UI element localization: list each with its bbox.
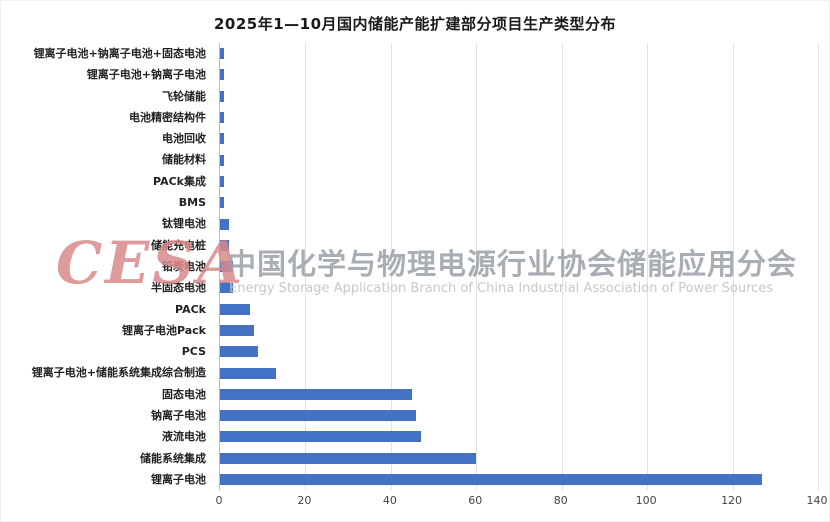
bar-row [220, 341, 818, 362]
bar [220, 452, 477, 464]
plot-area [219, 43, 819, 490]
bar [220, 410, 417, 422]
bar-row [220, 235, 818, 256]
gridline [647, 43, 649, 490]
category-labels: 锂离子电池+钠离子电池+固态电池锂离子电池+钠离子电池飞轮储能电池精密结构件电池… [1, 43, 213, 490]
gridline [305, 43, 307, 490]
bar-row [220, 320, 818, 341]
category-label: 储能系统集成 [140, 451, 206, 465]
bar-row [220, 128, 818, 149]
gridline [732, 43, 734, 490]
bar [220, 303, 250, 315]
bar [220, 218, 229, 230]
bar [220, 367, 276, 379]
bar-row [220, 362, 818, 383]
category-label: 半固态电池 [151, 281, 206, 295]
x-axis: 0 20 40 60 80 100 120 140 [215, 494, 828, 510]
category-label: 钠离子电池 [151, 409, 206, 423]
category-label: PCS [181, 345, 206, 359]
category-label: 锂离子电池 [151, 472, 206, 486]
category-label: 锂离子电池+钠离子电池 [86, 68, 206, 82]
bar [220, 346, 259, 358]
x-tick-label: 0 [215, 494, 223, 507]
bar [220, 197, 225, 209]
bar-row [220, 192, 818, 213]
category-label: 储能充电桩 [151, 238, 206, 252]
bar-row [220, 43, 818, 64]
bar [220, 112, 225, 124]
category-label: 飞轮储能 [162, 89, 206, 103]
bar [220, 69, 225, 81]
bar-row [220, 426, 818, 447]
bar-row [220, 107, 818, 128]
x-tick-label: 120 [721, 494, 743, 507]
x-tick-label: 60 [468, 494, 483, 507]
bar-row [220, 149, 818, 170]
bar-row [220, 448, 818, 469]
category-label: 铅炭电池 [162, 259, 206, 273]
bar-row [220, 469, 818, 490]
bar [220, 474, 763, 486]
bar [220, 90, 225, 102]
bar [220, 261, 233, 273]
bar-row [220, 64, 818, 85]
category-label: BMS [178, 196, 206, 210]
category-label: 钛锂电池 [162, 217, 206, 231]
category-label: 储能材料 [162, 153, 206, 167]
bar-row [220, 384, 818, 405]
bar [220, 325, 255, 336]
x-tick-label: 100 [635, 494, 657, 507]
category-label: PACk集成 [153, 174, 206, 188]
bar [220, 388, 413, 400]
category-label: 电池回收 [162, 132, 206, 146]
category-label: 电池精密结构件 [129, 110, 206, 124]
category-label: 液流电池 [162, 430, 206, 444]
bar [220, 133, 225, 145]
chart-title: 2025年1—10月国内储能产能扩建部分项目生产类型分布 [213, 15, 617, 33]
bar-row [220, 277, 818, 298]
bar [220, 48, 225, 60]
bar-row [220, 213, 818, 234]
x-tick-label: 140 [806, 494, 828, 507]
bar-row [220, 256, 818, 277]
bar-row [220, 405, 818, 426]
category-label: 锂离子电池+钠离子电池+固态电池 [33, 47, 206, 60]
bar-row [220, 86, 818, 107]
category-label: 固态电池 [162, 387, 206, 401]
plot-rows [220, 43, 818, 490]
bar [220, 282, 233, 294]
bar [220, 431, 421, 443]
gridline [561, 43, 563, 490]
bar-row [220, 171, 818, 192]
category-label: PACk [175, 302, 206, 316]
gridline [390, 43, 392, 490]
x-tick-label: 80 [553, 494, 568, 507]
bar [220, 154, 225, 166]
x-tick-label: 20 [297, 494, 312, 507]
bar [220, 239, 229, 251]
bar [220, 175, 225, 187]
x-tick-label: 40 [382, 494, 397, 507]
gridline [476, 43, 478, 490]
gridline [818, 43, 819, 490]
bar-row [220, 299, 818, 320]
category-label: 锂离子电池+储能系统集成综合制造 [31, 366, 206, 380]
category-label: 锂离子电池Pack [121, 323, 206, 337]
